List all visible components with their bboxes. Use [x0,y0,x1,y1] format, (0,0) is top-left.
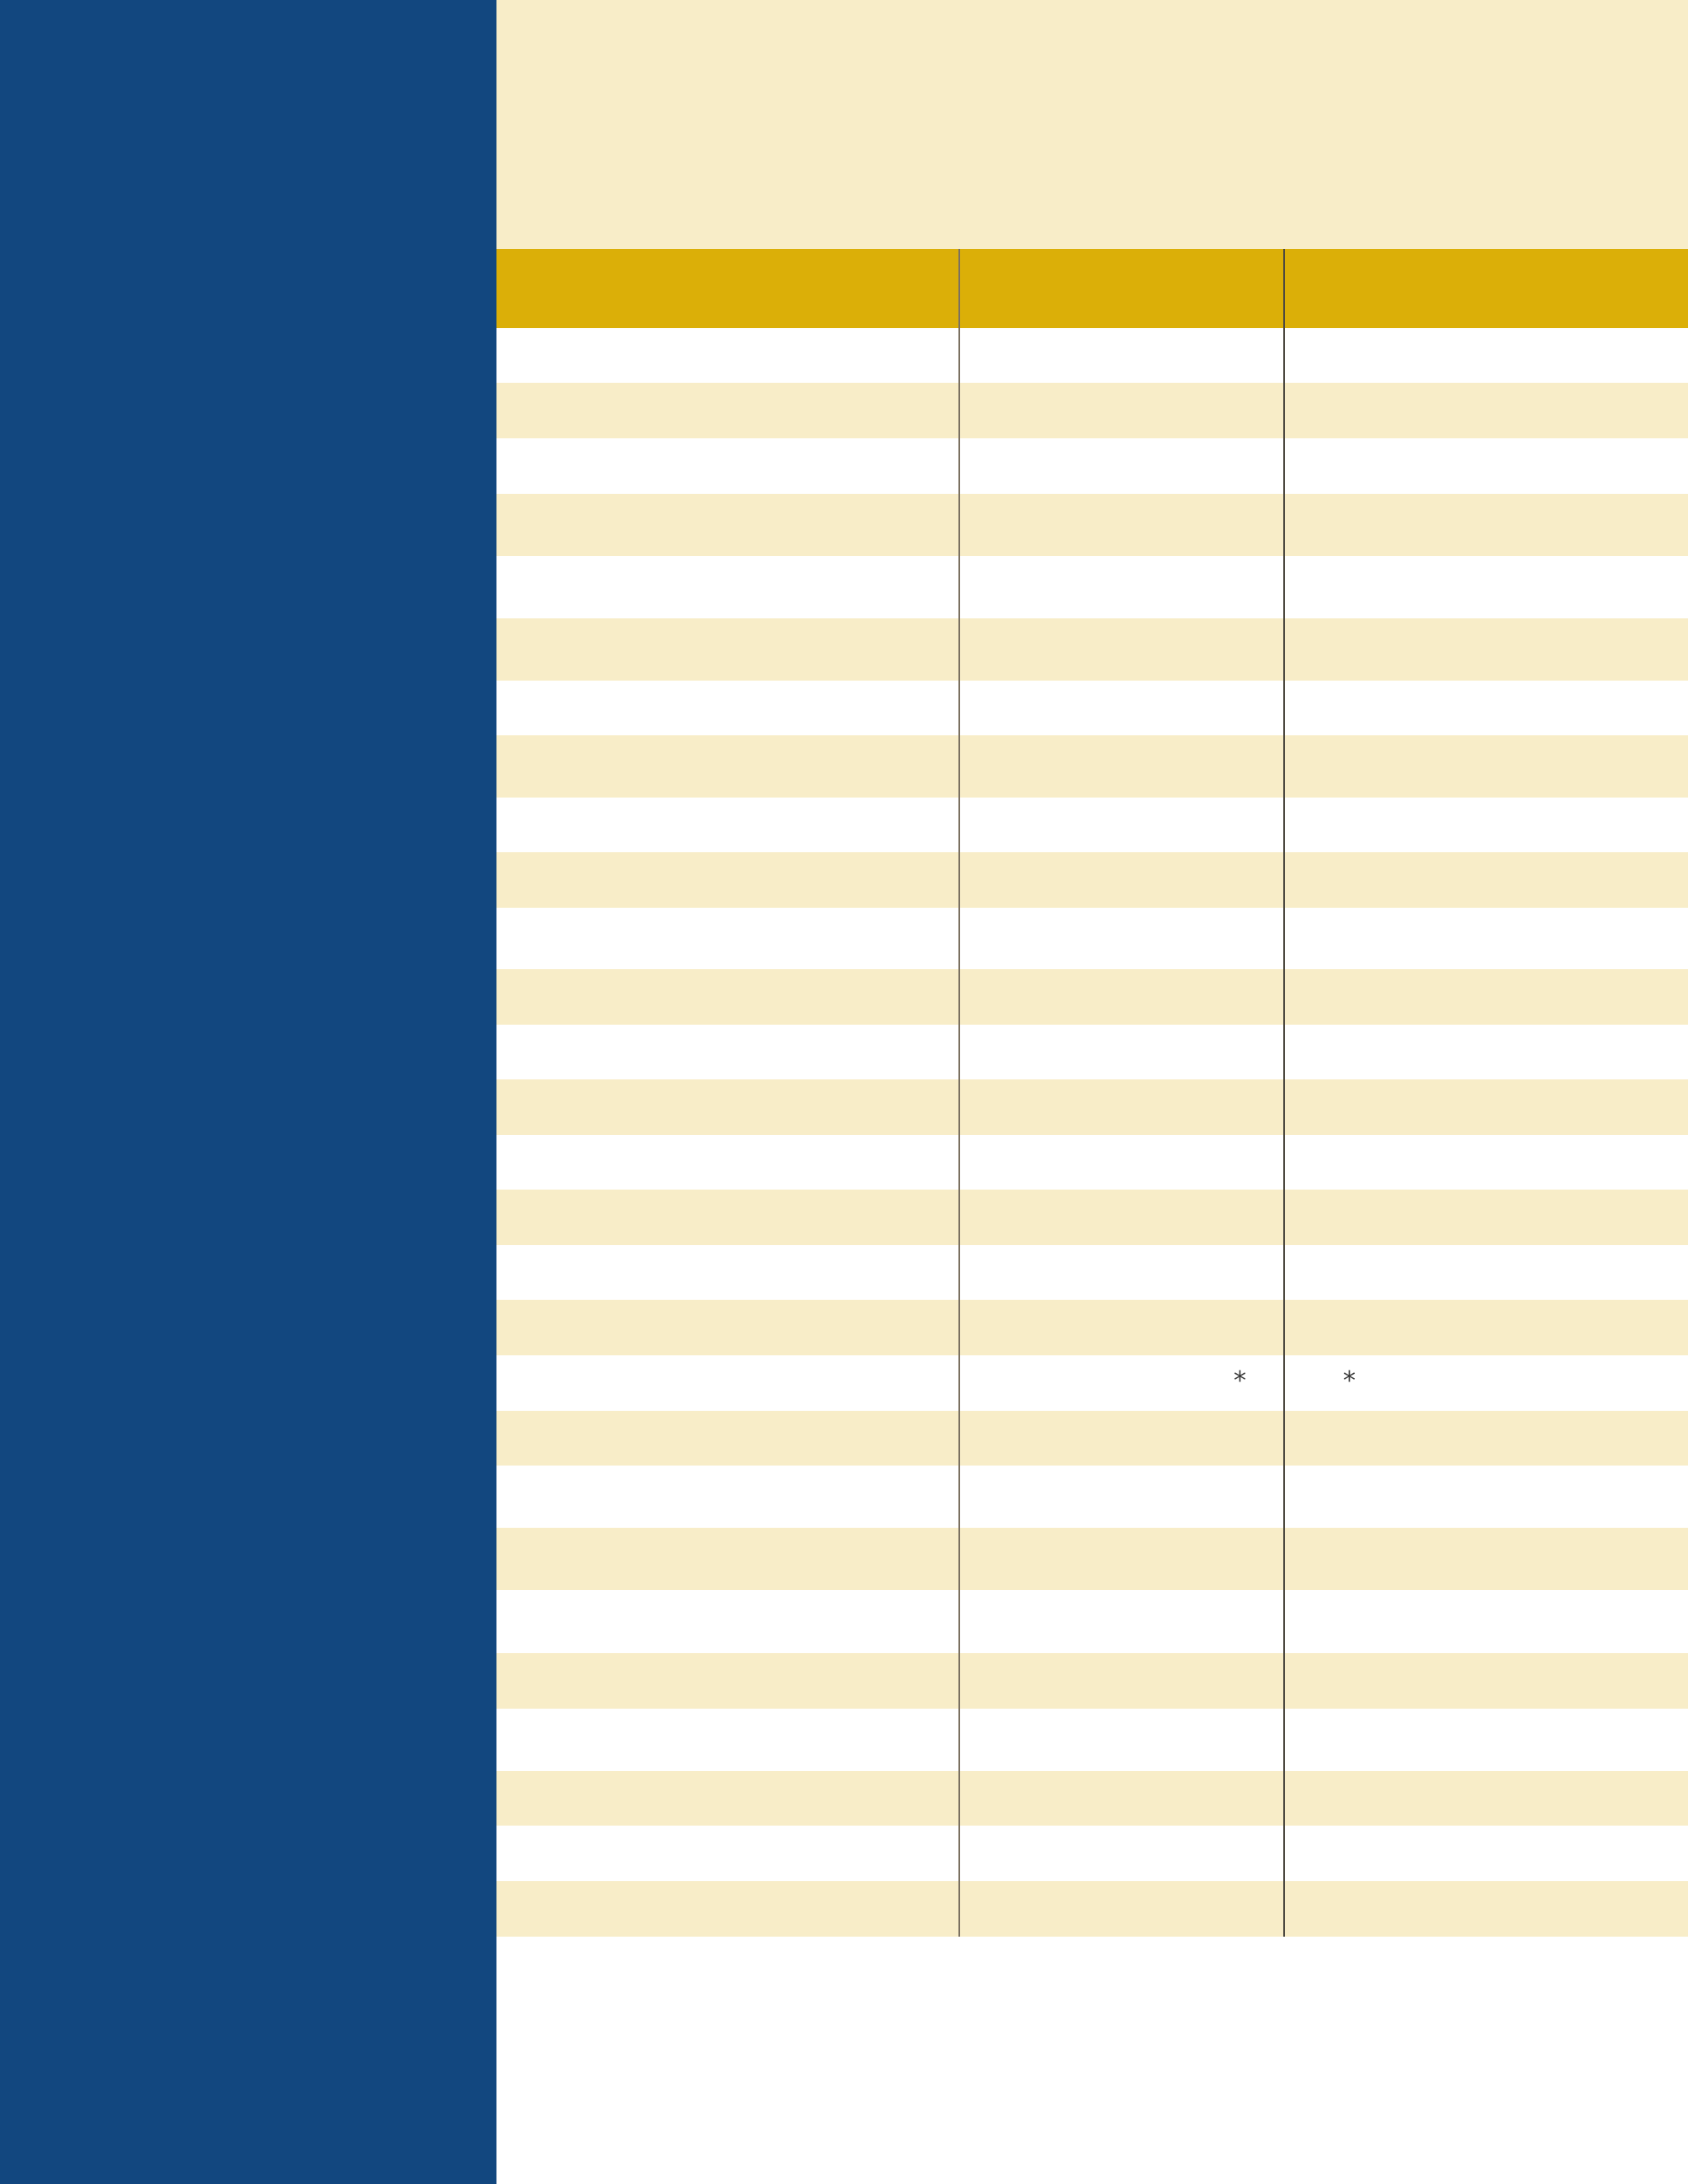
table-row [496,798,1688,852]
column-divider [1283,249,1285,1937]
table-row [496,1826,1688,1881]
asterisk-mark: * [1343,1366,1356,1396]
table-row [496,328,1688,383]
table-row [496,1528,1688,1590]
table-row [496,1653,1688,1709]
left-sidebar-panel [0,0,496,2184]
table-row [496,1245,1688,1300]
table-row [496,1590,1688,1653]
table-row [496,1411,1688,1466]
table-row [496,1300,1688,1355]
table-row [496,969,1688,1025]
table-row [496,494,1688,556]
table-row [496,1190,1688,1245]
table-row [496,1881,1688,1937]
column-divider [958,249,960,1937]
table-row [496,1025,1688,1079]
main-table-area: * * [496,0,1688,2184]
table-header-row [496,249,1688,328]
table-row [496,1079,1688,1135]
table-row [496,1355,1688,1411]
table-row [496,1771,1688,1826]
table-row [496,1466,1688,1528]
table-row [496,618,1688,681]
table-row [496,908,1688,969]
table-row [496,383,1688,438]
table-row [496,1135,1688,1190]
asterisk-mark: * [1234,1366,1246,1396]
table-row [496,556,1688,618]
table-row [496,852,1688,908]
table-row [496,1709,1688,1771]
table-row [496,681,1688,735]
table-row [496,735,1688,798]
table-row [496,438,1688,494]
title-band [496,0,1688,249]
